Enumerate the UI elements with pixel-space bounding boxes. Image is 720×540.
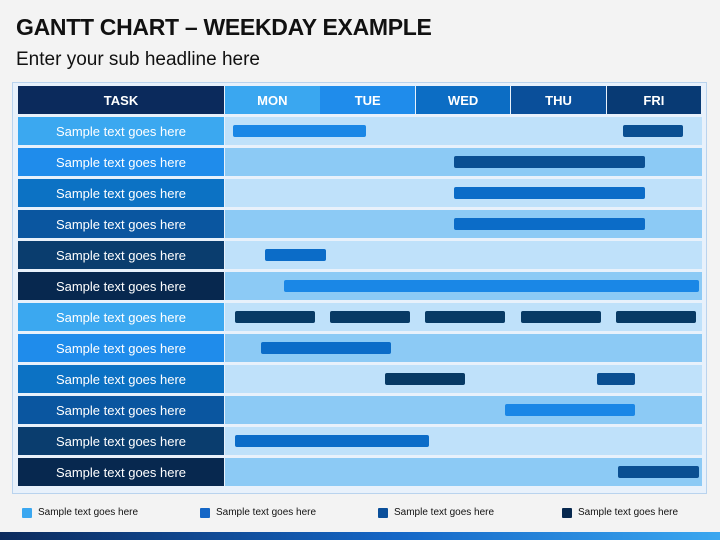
legend-swatch bbox=[378, 507, 388, 518]
page-subtitle: Enter your sub headline here bbox=[16, 49, 260, 70]
task-bar bbox=[232, 125, 367, 137]
bottom-accent-line bbox=[0, 532, 720, 540]
task-bar bbox=[453, 218, 645, 230]
task-label: Sample text goes here bbox=[18, 396, 224, 424]
task-label: Sample text goes here bbox=[18, 427, 224, 455]
legend-label: Sample text goes here bbox=[578, 507, 679, 518]
task-bar bbox=[329, 311, 411, 323]
task-bar bbox=[616, 311, 697, 323]
task-label: Sample text goes here bbox=[18, 365, 224, 393]
task-bar bbox=[265, 249, 327, 261]
task-bar bbox=[453, 187, 645, 199]
task-label: Sample text goes here bbox=[18, 458, 224, 486]
legend-item: Sample text goes here bbox=[378, 507, 494, 518]
task-bar bbox=[520, 311, 601, 323]
header-day-4: FRI bbox=[606, 86, 702, 114]
header-day-2: WED bbox=[415, 86, 511, 114]
legend-label: Sample text goes here bbox=[216, 507, 317, 518]
task-label: Sample text goes here bbox=[18, 210, 224, 238]
page-title: GANTT CHART – WEEKDAY EXAMPLE bbox=[16, 14, 432, 40]
task-bar bbox=[234, 311, 315, 323]
task-label: Sample text goes here bbox=[18, 303, 224, 331]
task-label: Sample text goes here bbox=[18, 117, 224, 145]
legend-swatch bbox=[200, 507, 210, 518]
legend-label: Sample text goes here bbox=[394, 507, 495, 518]
task-label: Sample text goes here bbox=[18, 334, 224, 362]
task-bar bbox=[284, 280, 700, 292]
task-bar bbox=[425, 311, 506, 323]
task-bar bbox=[505, 404, 636, 416]
task-bar bbox=[261, 342, 391, 354]
task-bar bbox=[618, 466, 700, 478]
header-day-3: THU bbox=[511, 86, 606, 114]
task-label: Sample text goes here bbox=[18, 241, 224, 269]
task-label: Sample text goes here bbox=[18, 148, 224, 176]
task-bar bbox=[622, 125, 683, 137]
task-bar bbox=[234, 435, 430, 447]
legend-swatch bbox=[562, 507, 572, 518]
legend-label: Sample text goes here bbox=[38, 507, 139, 518]
task-bar bbox=[385, 373, 466, 385]
header-task: TASK bbox=[18, 86, 224, 114]
legend-item: Sample text goes here bbox=[562, 507, 678, 518]
header-day-1: TUE bbox=[320, 86, 415, 114]
task-bar bbox=[453, 156, 645, 168]
legend-swatch bbox=[22, 507, 32, 518]
task-bar bbox=[597, 373, 636, 385]
legend-item: Sample text goes here bbox=[22, 507, 138, 518]
legend-item: Sample text goes here bbox=[200, 507, 316, 518]
task-label: Sample text goes here bbox=[18, 179, 224, 207]
header-day-0: MON bbox=[225, 86, 320, 114]
task-label: Sample text goes here bbox=[18, 272, 224, 300]
